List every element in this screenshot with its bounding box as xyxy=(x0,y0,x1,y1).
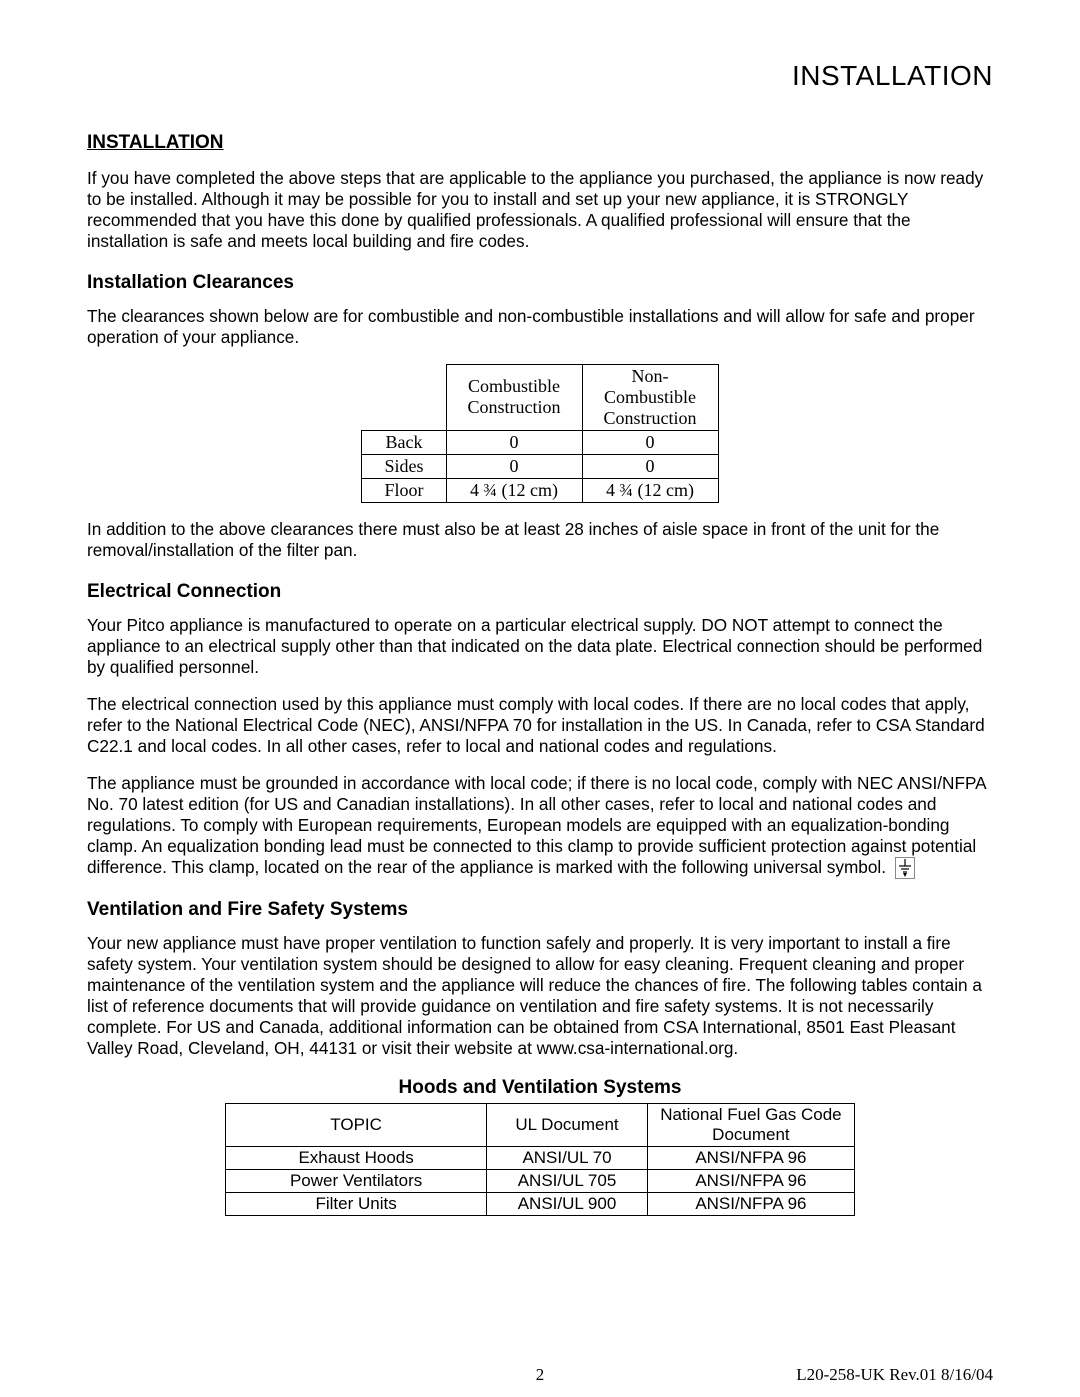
page-header-right: INSTALLATION xyxy=(87,60,993,92)
doc-revision: L20-258-UK Rev.01 8/16/04 xyxy=(796,1365,993,1385)
clearances-table-blank xyxy=(362,364,446,430)
hoods-heading: Hoods and Ventilation Systems xyxy=(87,1077,993,1099)
electrical-paragraph-3-text: The appliance must be grounded in accord… xyxy=(87,773,986,877)
clearances-row-label: Back xyxy=(362,430,446,454)
page: INSTALLATION INSTALLATION If you have co… xyxy=(0,0,1080,1397)
clearances-cell: 0 xyxy=(582,454,718,478)
hoods-cell-nfg: ANSI/NFPA 96 xyxy=(647,1193,854,1216)
clearances-paragraph-1: The clearances shown below are for combu… xyxy=(87,306,993,348)
hoods-col-topic: TOPIC xyxy=(226,1104,487,1147)
hoods-cell-topic: Power Ventilators xyxy=(226,1170,487,1193)
clearances-col-combustible: Combustible Construction xyxy=(446,364,582,430)
installation-heading: INSTALLATION xyxy=(87,132,993,154)
electrical-paragraph-3: The appliance must be grounded in accord… xyxy=(87,773,993,879)
hoods-cell-nfg: ANSI/NFPA 96 xyxy=(647,1147,854,1170)
hoods-cell-topic: Exhaust Hoods xyxy=(226,1147,487,1170)
clearances-table: Combustible Construction Non-Combustible… xyxy=(361,364,718,503)
hoods-cell-nfg: ANSI/NFPA 96 xyxy=(647,1170,854,1193)
hoods-cell-ul: ANSI/UL 900 xyxy=(487,1193,648,1216)
clearances-cell: 0 xyxy=(582,430,718,454)
clearances-heading: Installation Clearances xyxy=(87,272,993,294)
clearances-cell: 4 ¾ (12 cm) xyxy=(446,478,582,502)
electrical-paragraph-1: Your Pitco appliance is manufactured to … xyxy=(87,615,993,678)
hoods-table: TOPIC UL Document National Fuel Gas Code… xyxy=(225,1103,855,1216)
clearances-row-label: Sides xyxy=(362,454,446,478)
hoods-col-nfg: National Fuel Gas Code Document xyxy=(647,1104,854,1147)
hoods-cell-topic: Filter Units xyxy=(226,1193,487,1216)
ground-symbol-icon xyxy=(895,857,915,879)
clearances-paragraph-2: In addition to the above clearances ther… xyxy=(87,519,993,561)
electrical-heading: Electrical Connection xyxy=(87,581,993,603)
ventilation-paragraph: Your new appliance must have proper vent… xyxy=(87,933,993,1059)
hoods-cell-ul: ANSI/UL 70 xyxy=(487,1147,648,1170)
clearances-cell: 0 xyxy=(446,454,582,478)
ventilation-heading: Ventilation and Fire Safety Systems xyxy=(87,899,993,921)
electrical-paragraph-2: The electrical connection used by this a… xyxy=(87,694,993,757)
clearances-row-label: Floor xyxy=(362,478,446,502)
clearances-cell: 4 ¾ (12 cm) xyxy=(582,478,718,502)
clearances-cell: 0 xyxy=(446,430,582,454)
hoods-col-ul: UL Document xyxy=(487,1104,648,1147)
clearances-col-noncombustible: Non-Combustible Construction xyxy=(582,364,718,430)
installation-paragraph: If you have completed the above steps th… xyxy=(87,168,993,252)
page-number: 2 xyxy=(536,1365,545,1385)
hoods-cell-ul: ANSI/UL 705 xyxy=(487,1170,648,1193)
